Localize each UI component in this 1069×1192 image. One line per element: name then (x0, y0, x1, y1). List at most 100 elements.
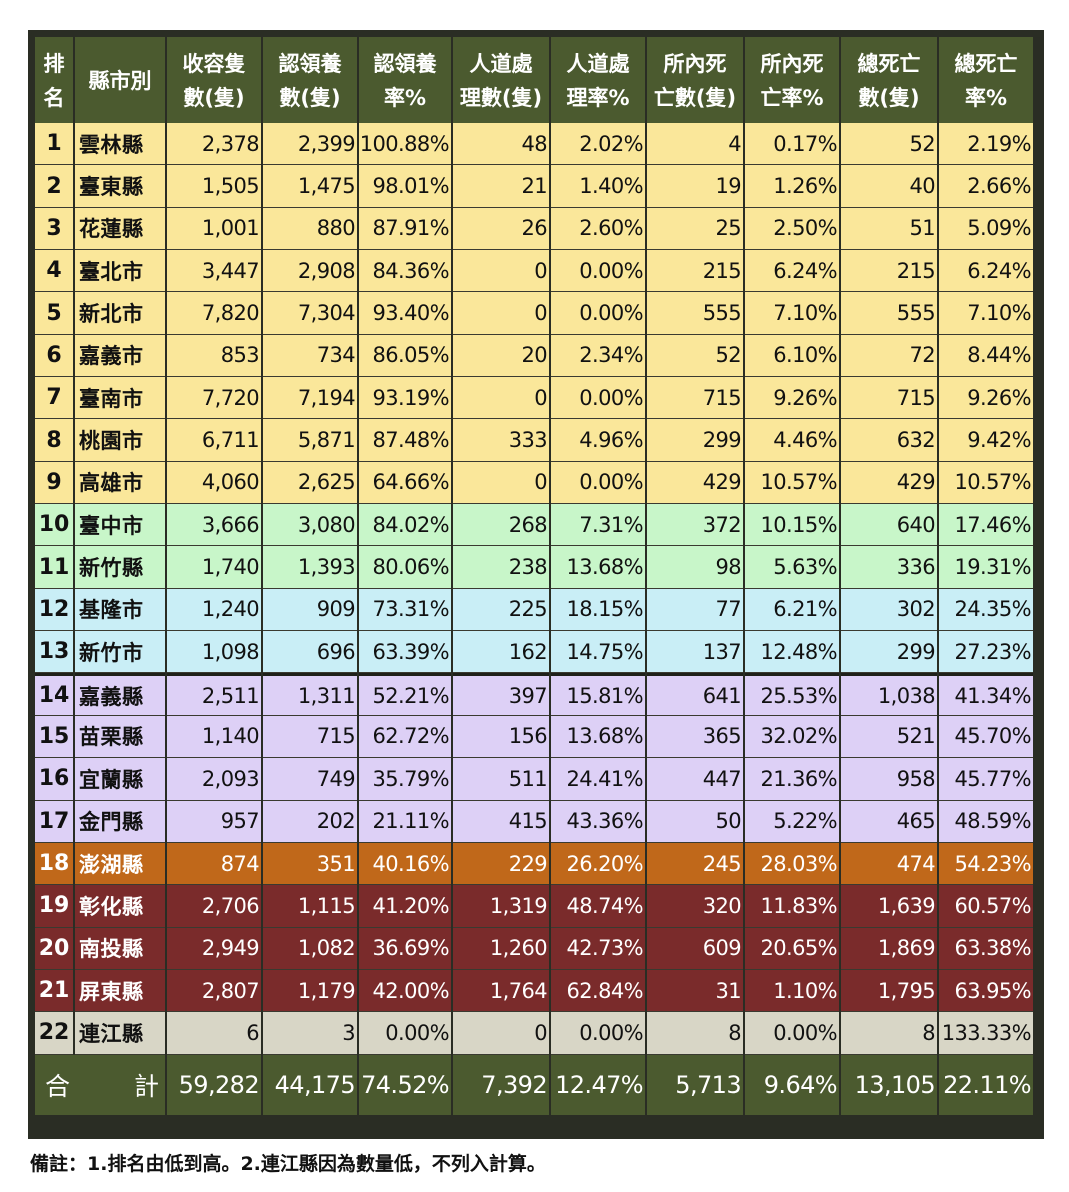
table-cell-total-death-rate: 24.35% (939, 588, 1033, 632)
table-cell-adoption-rate: 98.01% (359, 165, 451, 208)
table-cell-shelter-count: 6 (167, 1012, 261, 1055)
table-cell-euthanasia-rate: 2.02% (551, 123, 645, 166)
table-cell-shelter-death-count: 52 (647, 334, 743, 378)
table-cell-adoption-count: 734 (263, 334, 357, 378)
table-cell-shelter-death-rate: 10.15% (745, 504, 839, 547)
table-row-rank: 21 (35, 969, 73, 1013)
table-cell-shelter-count: 7,820 (167, 292, 261, 335)
table-cell-total-death-count: 299 (841, 631, 937, 674)
table-row-rank: 18 (35, 842, 73, 886)
table-row-county: 臺中市 (75, 504, 165, 547)
table-row-rank: 13 (35, 631, 73, 674)
table-cell-total-death-count: 72 (841, 334, 937, 378)
table-cell-shelter-death-rate: 6.21% (745, 588, 839, 632)
header-shelter-death-rate-bottom: 亡率% (745, 80, 839, 123)
table-cell-adoption-count: 749 (263, 758, 357, 801)
table-cell-shelter-death-rate: 6.24% (745, 250, 839, 293)
table-cell-shelter-death-count: 372 (647, 504, 743, 547)
table-cell-adoption-rate: 84.36% (359, 250, 451, 293)
total-shelter-death-rate: 9.64% (745, 1054, 839, 1115)
table-cell-euthanasia-count: 1,260 (453, 927, 549, 970)
table-cell-shelter-death-count: 641 (647, 673, 743, 716)
table-row-rank: 17 (35, 800, 73, 843)
table-cell-euthanasia-count: 21 (453, 165, 549, 208)
table-cell-adoption-count: 7,194 (263, 377, 357, 420)
table-cell-adoption-rate: 86.05% (359, 334, 451, 378)
table-cell-shelter-count: 2,093 (167, 758, 261, 801)
table-cell-total-death-count: 640 (841, 504, 937, 547)
table-cell-shelter-death-rate: 7.10% (745, 292, 839, 335)
table-row-county: 新北市 (75, 292, 165, 335)
table-cell-shelter-death-rate: 11.83% (745, 885, 839, 928)
table-row-county: 屏東縣 (75, 969, 165, 1013)
total-adoption-rate: 74.52% (359, 1054, 451, 1115)
table-cell-shelter-count: 2,706 (167, 885, 261, 928)
table-cell-adoption-count: 2,399 (263, 123, 357, 166)
table-cell-euthanasia-count: 26 (453, 207, 549, 251)
table-cell-euthanasia-rate: 7.31% (551, 504, 645, 547)
table-cell-total-death-rate: 7.10% (939, 292, 1033, 335)
total-shelter-death-count: 5,713 (647, 1054, 743, 1115)
header-adoption-count-top: 認領養 (263, 37, 357, 80)
table-cell-total-death-count: 52 (841, 123, 937, 166)
table-cell-euthanasia-count: 511 (453, 758, 549, 801)
table-cell-adoption-rate: 0.00% (359, 1012, 451, 1055)
table-cell-adoption-count: 1,475 (263, 165, 357, 208)
table-cell-euthanasia-rate: 1.40% (551, 165, 645, 208)
header-euthanasia-count-top: 人道處 (453, 37, 549, 80)
table-cell-euthanasia-rate: 0.00% (551, 250, 645, 293)
table-cell-total-death-rate: 48.59% (939, 800, 1033, 843)
table-row-county: 南投縣 (75, 927, 165, 970)
table-cell-total-death-rate: 10.57% (939, 461, 1033, 505)
table-cell-total-death-rate: 27.23% (939, 631, 1033, 674)
table-cell-euthanasia-count: 415 (453, 800, 549, 843)
table-cell-shelter-death-count: 137 (647, 631, 743, 674)
table-cell-adoption-rate: 35.79% (359, 758, 451, 801)
table-row-county: 金門縣 (75, 800, 165, 843)
table-row-rank: 22 (35, 1012, 73, 1055)
table-row-rank: 11 (35, 546, 73, 589)
table-cell-total-death-rate: 8.44% (939, 334, 1033, 378)
table-cell-shelter-count: 1,740 (167, 546, 261, 589)
table-cell-shelter-death-count: 25 (647, 207, 743, 251)
table-cell-total-death-count: 958 (841, 758, 937, 801)
table-cell-total-death-count: 429 (841, 461, 937, 505)
table-cell-shelter-death-count: 31 (647, 969, 743, 1013)
table-row-county: 臺南市 (75, 377, 165, 420)
total-label-right: 計 (133, 1071, 159, 1101)
table-row-county: 臺東縣 (75, 165, 165, 208)
table-row-rank: 7 (35, 377, 73, 420)
table-cell-euthanasia-count: 48 (453, 123, 549, 166)
table-cell-shelter-death-rate: 0.00% (745, 1012, 839, 1055)
total-label: 合計 (35, 1054, 165, 1115)
table-cell-euthanasia-count: 1,764 (453, 969, 549, 1013)
table-cell-shelter-death-rate: 10.57% (745, 461, 839, 505)
table-cell-total-death-rate: 60.57% (939, 885, 1033, 928)
table-row-county: 基隆市 (75, 588, 165, 632)
table-cell-euthanasia-count: 397 (453, 673, 549, 716)
table-cell-euthanasia-rate: 13.68% (551, 546, 645, 589)
table-cell-total-death-rate: 19.31% (939, 546, 1033, 589)
table-cell-adoption-rate: 93.19% (359, 377, 451, 420)
table-row-county: 宜蘭縣 (75, 758, 165, 801)
table-row-county: 新竹市 (75, 631, 165, 674)
table-cell-shelter-death-rate: 5.63% (745, 546, 839, 589)
header-adoption-rate-bottom: 率% (359, 80, 451, 123)
table-cell-adoption-count: 3 (263, 1012, 357, 1055)
table-cell-adoption-rate: 41.20% (359, 885, 451, 928)
table-row-rank: 19 (35, 885, 73, 928)
table-cell-shelter-count: 4,060 (167, 461, 261, 505)
table-cell-total-death-count: 1,869 (841, 927, 937, 970)
table-cell-adoption-count: 696 (263, 631, 357, 674)
table-row-rank: 6 (35, 334, 73, 378)
table-cell-total-death-count: 302 (841, 588, 937, 632)
table-row-rank: 1 (35, 123, 73, 166)
table-cell-shelter-death-count: 609 (647, 927, 743, 970)
table-cell-total-death-count: 40 (841, 165, 937, 208)
table-cell-shelter-death-count: 19 (647, 165, 743, 208)
table-cell-adoption-count: 5,871 (263, 419, 357, 462)
table-cell-adoption-rate: 80.06% (359, 546, 451, 589)
table-cell-total-death-rate: 9.26% (939, 377, 1033, 420)
table-cell-shelter-count: 2,807 (167, 969, 261, 1013)
table-cell-shelter-death-rate: 9.26% (745, 377, 839, 420)
